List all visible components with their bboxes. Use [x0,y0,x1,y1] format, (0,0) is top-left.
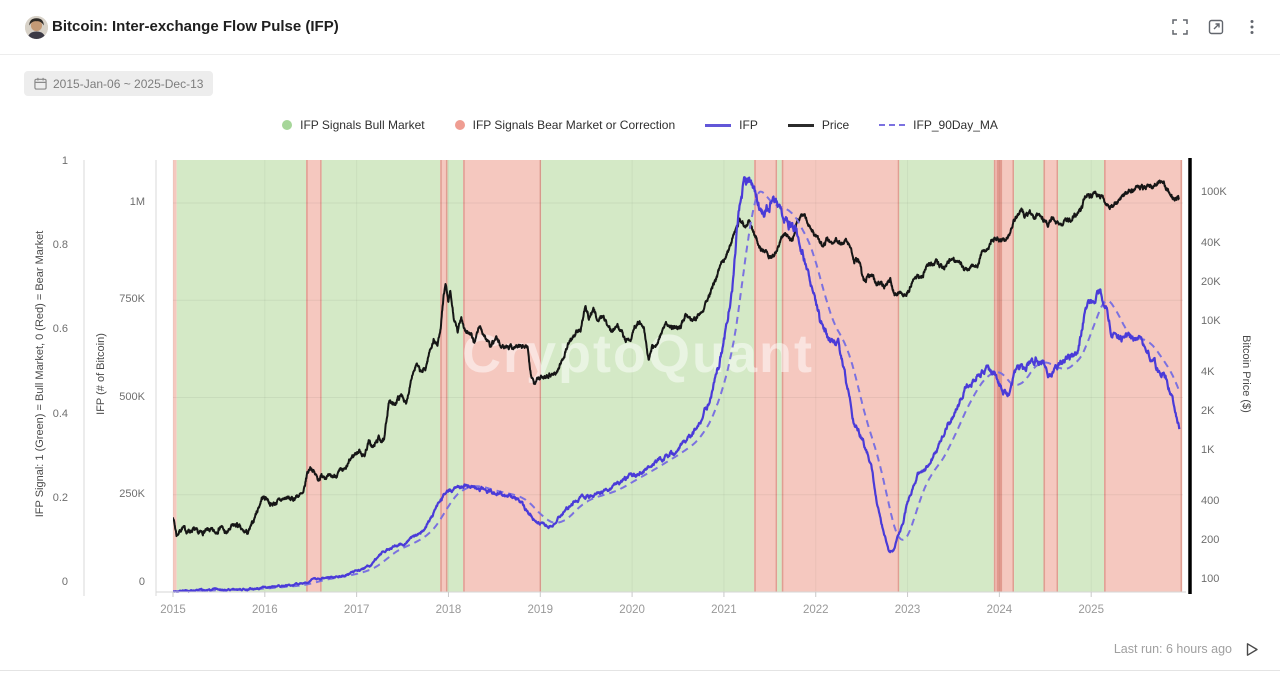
header-bar: Bitcoin: Inter-exchange Flow Pulse (IFP) [0,0,1280,55]
bull-band [321,160,441,592]
x-axis-tick-2017: 2017 [343,604,370,616]
external-link-icon [1208,19,1224,35]
ifp-axis-tick-500K: 500K [119,390,145,403]
ifp-series-line [173,176,1181,593]
legend-label: IFP_90Day_MA [913,118,998,132]
legend-label: IFP Signals Bear Market or Correction [472,118,676,132]
watermark-text: CryptoQuant [462,324,814,384]
ifp-axis-tick-250K: 250K [119,487,145,500]
avatar-photo [25,16,48,39]
legend-label: IFP [739,118,758,132]
x-axis-tick-2023: 2023 [894,604,921,616]
ifp-axis-title: IFP (# of Bitcoin) [95,333,107,415]
bear_dark-band [996,160,1003,592]
price-axis-tick-100K: 100K [1201,186,1227,198]
price-axis-tick-20K: 20K [1201,276,1221,289]
legend-label: Price [821,118,850,132]
signal-axis-title: IFP Signal: 1 (Green) = Bull Market, 0 (… [34,230,46,518]
x-axis-tick-2021: 2021 [711,604,737,616]
x-axis-tick-2024: 2024 [986,604,1013,616]
signal-axis-tick-1: 1 [61,155,68,167]
legend-item-price[interactable]: Price [787,118,850,132]
price-axis-tick-2K: 2K [1201,405,1215,418]
legend-item-ifp-signals-bear-market-or-correction[interactable]: IFP Signals Bear Market or Correction [454,118,676,132]
calendar-icon [34,77,47,90]
bull-band [1058,160,1104,592]
price-axis-tick-1K: 1K [1201,444,1215,456]
last-run-label: Last run: 6 hours ago [1113,642,1232,656]
bear-band [1104,160,1183,592]
axes-layer [83,158,1192,597]
legend-label: IFP Signals Bull Market [300,118,425,132]
bear-band [754,160,778,592]
bear-band [440,160,448,592]
price-axis-tick-10K: 10K [1201,315,1221,327]
kebab-menu-icon [1250,20,1254,34]
legend-swatch [705,123,732,127]
legend-swatch [282,120,293,130]
legend-swatch [454,120,465,130]
price-axis-tick-100: 100 [1201,573,1220,585]
page-title: Bitcoin: Inter-exchange Flow Pulse (IFP) [52,18,339,35]
x-axis-tick-2016: 2016 [252,604,278,616]
x-axis-tick-2022: 2022 [802,604,829,616]
fullscreen-button[interactable] [1166,13,1194,41]
legend-swatch [787,123,814,127]
bull-band [447,160,464,592]
signal-axis-tick-0.8: 0.8 [52,239,68,252]
more-options-button[interactable] [1238,13,1266,41]
fullscreen-icon [1172,19,1188,35]
price-axis-tick-200: 200 [1201,534,1220,547]
play-icon [1246,642,1258,656]
signal-axis-tick-0.6: 0.6 [52,323,68,336]
author-avatar[interactable] [25,16,48,39]
price-series-line [173,179,1180,538]
x-axis-tick-2018: 2018 [435,604,462,616]
x-axis-tick-2020: 2020 [619,604,645,616]
series-layer [173,176,1181,593]
bottom-divider [0,670,1280,671]
bear-band [463,160,542,592]
x-axis-tick-2015: 2015 [160,604,186,616]
bull-band [777,160,782,592]
price-axis-title: Bitcoin Price ($) [1240,335,1252,413]
signal-axis-tick-0: 0 [61,576,68,588]
bear-band [173,160,177,592]
signal-axis-tick-0.4: 0.4 [52,407,68,420]
legend-item-ifp[interactable]: IFP [705,118,758,132]
x-axis-tick-2025: 2025 [1078,604,1104,616]
x-axis-tick-2019: 2019 [527,604,554,616]
open-external-button[interactable] [1202,13,1230,41]
chart-legend: IFP Signals Bull Market IFP Signals Bear … [0,118,1280,132]
bear-band [306,160,322,592]
legend-item-ifp-signals-bull-market[interactable]: IFP Signals Bull Market [282,118,425,132]
legend-item-ifp-90day-ma[interactable]: IFP_90Day_MA [879,118,998,132]
price-axis-tick-400: 400 [1201,495,1220,508]
bull-band [541,160,755,592]
ifp-axis-tick-750K: 750K [119,293,145,306]
ifp-axis-tick-0: 0 [138,576,145,588]
signal-axis-tick-0.2: 0.2 [52,491,68,504]
price-axis-tick-40K: 40K [1201,237,1221,250]
chart-plot-area[interactable] [173,160,1183,592]
bull-band [176,160,307,592]
footer-bar: Last run: 6 hours ago [0,634,1280,664]
legend-swatch [879,124,906,126]
ifp-axis-tick-1M: 1M [129,196,145,208]
date-range-label: 2015-Jan-06 ~ 2025-Dec-13 [53,76,204,91]
date-range-chip[interactable]: 2015-Jan-06 ~ 2025-Dec-13 [24,71,214,96]
run-query-button[interactable] [1242,639,1262,659]
price-axis-tick-4K: 4K [1201,366,1215,379]
